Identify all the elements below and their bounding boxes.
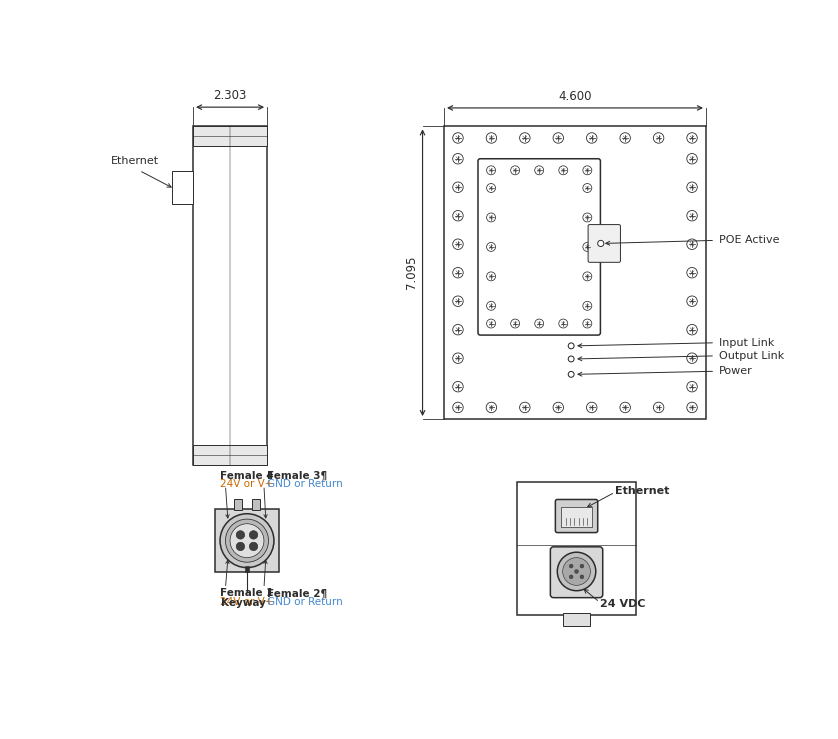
Text: 24V or V+: 24V or V+ [220,479,273,489]
Text: Female 1: Female 1 [220,588,273,599]
Circle shape [580,564,584,568]
Circle shape [568,356,574,362]
FancyBboxPatch shape [478,159,600,335]
Circle shape [220,514,274,568]
Bar [561,507,592,527]
Text: Power: Power [719,367,753,376]
Text: 2.303: 2.303 [214,89,246,102]
Text: Keyway: Keyway [220,598,266,607]
Text: Female 4: Female 4 [220,471,274,480]
Bar [234,499,242,510]
Text: POE Active: POE Active [719,235,779,245]
Bar [252,499,261,510]
Bar [245,566,249,572]
Bar [215,509,278,572]
Circle shape [225,519,268,562]
Text: Ethernet: Ethernet [111,156,159,166]
Text: 24 VDC: 24 VDC [600,599,645,609]
Circle shape [568,372,574,378]
Text: 4.600: 4.600 [558,89,592,103]
Text: Female 2¶: Female 2¶ [267,588,327,599]
Circle shape [568,343,574,349]
Circle shape [597,240,604,247]
Circle shape [580,575,584,579]
FancyBboxPatch shape [551,547,603,598]
Bar [562,613,591,626]
Circle shape [569,575,573,579]
Bar [193,126,267,146]
Text: Output Link: Output Link [719,351,784,361]
Bar [193,126,267,466]
Text: 24V or V+: 24V or V+ [220,597,273,607]
Bar [172,171,193,203]
Text: Female 3¶: Female 3¶ [267,471,327,480]
Circle shape [249,542,258,551]
Circle shape [557,552,596,590]
Text: GND or Return: GND or Return [267,597,343,607]
Circle shape [569,564,573,568]
Circle shape [236,531,245,539]
Circle shape [562,558,591,585]
Text: Ethernet: Ethernet [615,486,670,496]
Text: Input Link: Input Link [719,338,774,348]
Text: GND or Return: GND or Return [267,479,343,489]
Bar [444,126,706,419]
Circle shape [236,542,245,551]
Bar [193,445,267,466]
Circle shape [230,524,264,558]
Circle shape [249,531,258,539]
FancyBboxPatch shape [556,500,597,533]
Text: 7.095: 7.095 [405,256,418,290]
Bar [517,482,636,615]
Circle shape [575,570,578,573]
FancyBboxPatch shape [588,225,620,262]
